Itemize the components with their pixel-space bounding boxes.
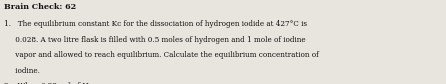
Text: 0.028. A two litre flask is filled with 0.5 moles of hydrogen and 1 mole of iodi: 0.028. A two litre flask is filled with … (4, 36, 305, 44)
Text: vapor and allowed to reach equilibrium. Calculate the equilibrium concentration : vapor and allowed to reach equilibrium. … (4, 51, 318, 59)
Text: 1.   The equilibrium constant Kc for the dissociation of hydrogen iodide at 427°: 1. The equilibrium constant Kc for the d… (4, 20, 306, 28)
Text: Brain Check: 62: Brain Check: 62 (4, 3, 76, 10)
Text: 2.   When 6.22cm³ of H...: 2. When 6.22cm³ of H... (4, 82, 95, 84)
Text: iodine.: iodine. (4, 67, 39, 75)
